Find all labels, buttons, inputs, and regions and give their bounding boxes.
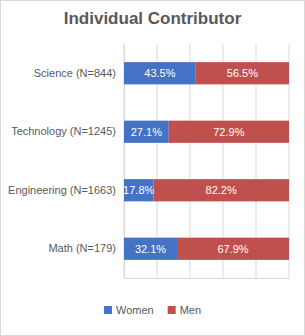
bar	[124, 238, 177, 260]
title: Individual Contributor	[64, 9, 242, 28]
bars	[124, 62, 289, 260]
y-tick-label: Technology (N=1245)	[11, 125, 116, 137]
legend-label: Women	[116, 304, 154, 316]
data-label: 43.5%	[144, 67, 175, 79]
data-label: 17.8%	[123, 184, 154, 196]
bar	[169, 121, 289, 143]
y-tick-label: Math (N=179)	[48, 242, 116, 254]
data-label: 56.5%	[227, 67, 258, 79]
data-label: 82.2%	[206, 184, 237, 196]
chart: Individual Contributor Science (N=844) Tec…	[0, 0, 305, 336]
grid	[124, 44, 289, 278]
legend-swatch	[104, 306, 112, 314]
legend-item: Women	[104, 304, 154, 316]
y-tick-label: Science (N=844)	[34, 67, 116, 79]
x-axis	[125, 278, 290, 280]
y-tick: Math (N=179)	[48, 242, 124, 254]
y-tick-label: Engineering (N=1663)	[8, 184, 116, 196]
y-tick: Technology (N=1245)	[11, 125, 124, 137]
legend: Women Men	[104, 304, 201, 316]
legend-item: Men	[168, 304, 201, 316]
data-label: 67.9%	[217, 243, 248, 255]
legend-swatch	[168, 306, 176, 314]
data-label: 32.1%	[135, 243, 166, 255]
chart-border	[1, 1, 305, 336]
bar	[124, 62, 196, 84]
data-labels: 43.5% 27.1% 17.8% 32.1% 56.5% 72.9% 82.2% 67.9%	[123, 67, 258, 255]
data-label: 72.9%	[213, 126, 244, 138]
plot: Science (N=844) Technology (N=1245) Engine…	[8, 44, 289, 279]
bar	[196, 62, 289, 84]
bar	[177, 238, 289, 260]
y-tick: Science (N=844)	[34, 67, 124, 79]
bar	[153, 179, 289, 201]
y-tick: Engineering (N=1663)	[8, 184, 124, 196]
bar	[124, 121, 169, 143]
y-axis: Science (N=844) Technology (N=1245) Engine…	[8, 45, 124, 279]
legend-label: Men	[180, 304, 201, 316]
data-label: 27.1%	[131, 126, 162, 138]
x-axis-line	[125, 278, 290, 279]
